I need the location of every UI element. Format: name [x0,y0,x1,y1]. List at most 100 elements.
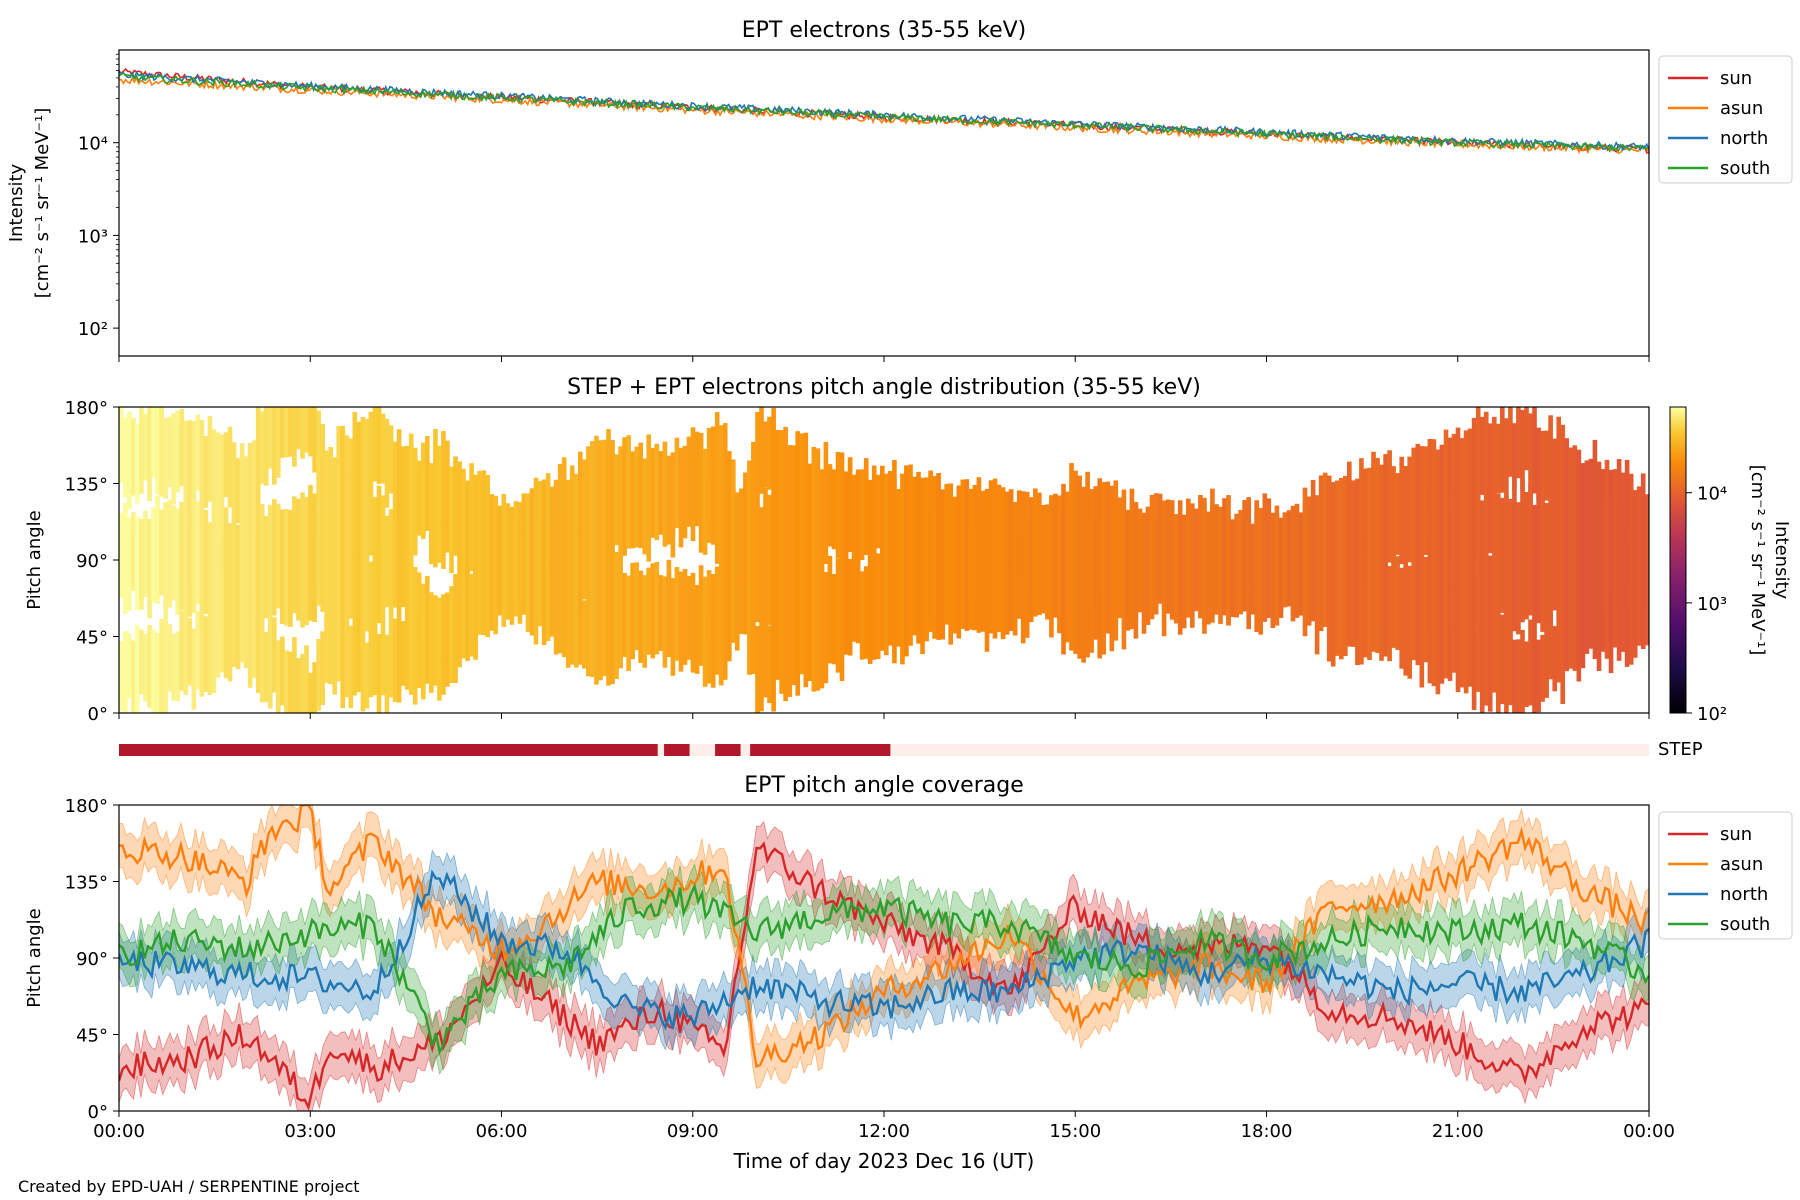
heatmap-cell [1387,566,1392,639]
x-tick-label: 12:00 [858,1121,910,1142]
heatmap-cell [1496,537,1501,635]
heatmap-cell [1592,439,1598,537]
heatmap-cell [1371,498,1376,574]
heatmap-cell [747,487,752,565]
heatmap-cell [227,523,233,598]
heatmap-cell [1492,416,1497,507]
heatmap-cell [1459,503,1465,574]
heatmap-cell [666,559,672,657]
heatmap-cell [839,478,845,570]
heatmap-cell [1504,630,1509,713]
heatmap-cell [1616,508,1622,606]
heatmap-cell [1576,596,1582,682]
heatmap-cell [1624,525,1630,615]
heatmap-cell [368,475,374,556]
y-tick-label: 180° [65,398,108,419]
heatmap-cell [392,441,398,512]
heatmap-cell [1568,504,1574,572]
heatmap-cell [775,494,780,577]
heatmap-cell [791,496,797,562]
heatmap-cell [231,442,237,523]
heatmap-cell [308,407,313,457]
heatmap-cell [384,515,390,600]
heatmap-cell [690,572,696,666]
heatmap-cell [1552,438,1558,504]
heatmap-cell [578,451,583,547]
heatmap-cell [1222,510,1227,599]
heatmap-cell [171,505,176,601]
heatmap-cell [1564,438,1570,511]
heatmap-cell [1540,634,1545,702]
heatmap-cell [1588,458,1594,544]
heatmap-cell [1439,475,1445,567]
step-on-segment [119,744,658,756]
heatmap-cell [1483,504,1489,577]
heatmap-cell [561,531,567,605]
heatmap-cell [912,476,917,544]
heatmap-cell [139,629,144,695]
heatmap-cell [610,598,615,685]
y-tick-label: 45° [76,628,108,649]
heatmap-cell [960,552,966,629]
heatmap-cell [1512,551,1517,632]
heatmap-cell [529,550,535,618]
heatmap-cell [1000,562,1006,640]
coverage-legend: sun asun north south [1658,811,1793,940]
heatmap-cell [1230,519,1235,602]
heatmap-cell [231,512,237,608]
heatmap-cell [1628,516,1634,602]
heatmap-cell [308,528,313,621]
heatmap-cell [1475,599,1481,692]
heatmap-cell [272,407,277,485]
heatmap-cell [1552,539,1558,611]
heatmap-cell [590,594,595,677]
heatmap-cell [1226,516,1231,606]
heatmap-cell [843,547,849,642]
heatmap-cell [706,610,712,684]
heatmap-cell [827,468,833,547]
heatmap-cell [469,463,474,535]
x-tick-label: 06:00 [476,1121,528,1142]
heatmap-cell [1600,469,1606,546]
heatmap-cell [658,467,664,535]
heatmap-cell [364,419,370,500]
heatmap-cell [421,583,426,656]
heatmap-cell [1455,537,1461,633]
heatmap-cell [1532,407,1537,494]
heatmap-cell [215,604,221,678]
heatmap-cell [630,562,635,656]
heatmap-cell [219,434,225,525]
heatmap-cell [807,487,813,564]
heatmap-cell [751,490,756,558]
heatmap-cell [759,613,764,712]
heatmap-cell [207,416,213,502]
colorbar-ticks: 10² 10³ 10⁴ [1686,484,1727,725]
heatmap-cell [1588,501,1594,580]
heatmap-cell [1334,585,1340,656]
heatmap-cell [477,557,482,635]
heatmap-cell [1471,488,1477,587]
heatmap-cell [1608,589,1614,674]
heatmap-cell [336,482,342,564]
intensity-y-label-line2: [cm⁻² s⁻¹ sr⁻¹ MeV⁻¹] [32,108,53,299]
heatmap-cell [1161,507,1167,595]
heatmap-cell [360,485,366,560]
heatmap-cell [1431,492,1437,572]
heatmap-cell [360,556,366,649]
heatmap-cell [1008,559,1014,628]
heatmap-cell [1584,460,1590,532]
heatmap-cell [678,571,684,656]
pad-panel: STEP + EPT electrons pitch angle distrib… [24,375,1792,725]
heatmap-cell [638,461,644,549]
heatmap-cell [429,463,434,530]
heatmap-cell [312,407,317,473]
heatmap-cell [396,539,402,608]
heatmap-cell [195,501,201,592]
heatmap-cell [336,426,342,514]
heatmap-cell [465,574,470,661]
heatmap-cell [485,475,491,562]
x-tick-label: 00:00 [1623,1121,1675,1142]
heatmap-cell [1576,498,1582,567]
heatmap-cell [1435,529,1441,628]
heatmap-cell [199,494,205,577]
